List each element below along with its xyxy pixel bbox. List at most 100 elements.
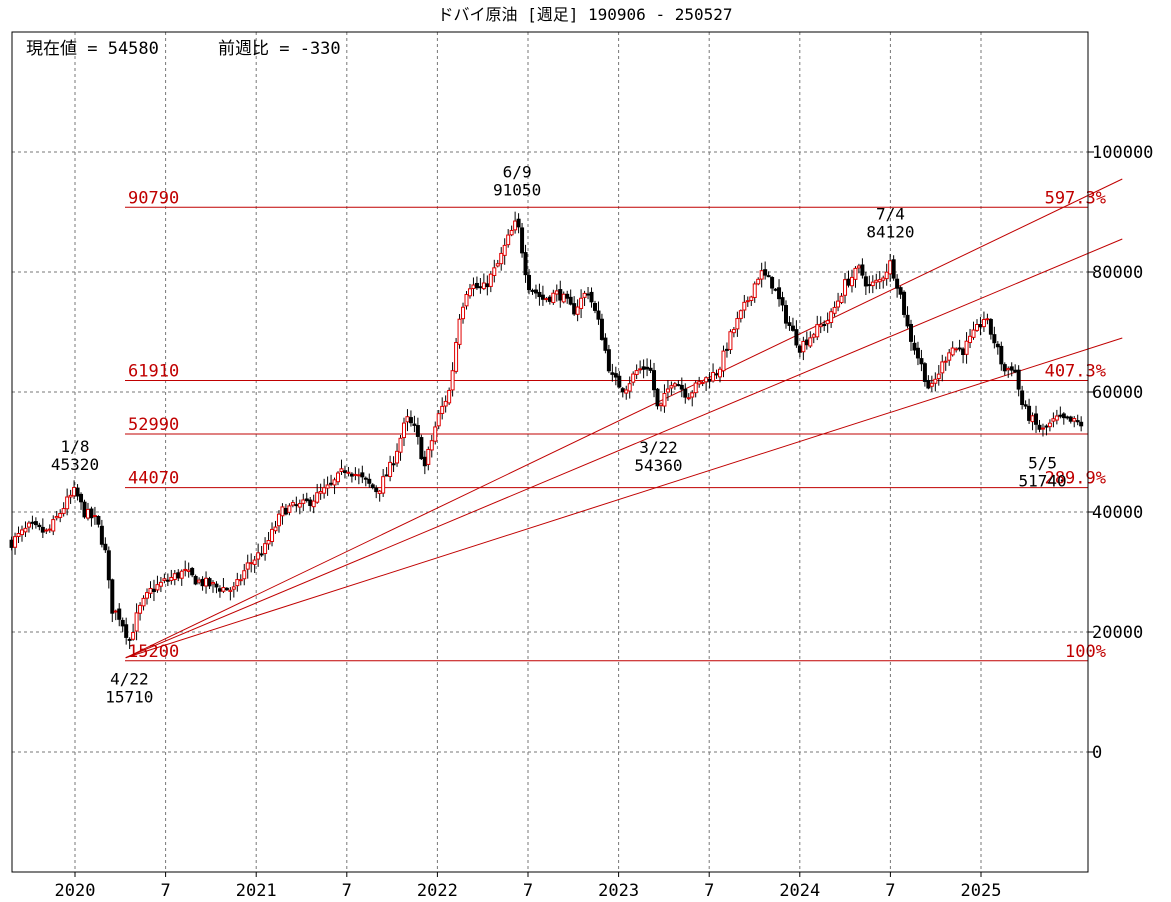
candle-body <box>936 373 941 380</box>
candle-body <box>197 579 202 583</box>
candle-body <box>603 337 608 351</box>
candle-body <box>964 340 969 355</box>
candle-body <box>1058 414 1063 417</box>
candle-body <box>624 389 629 394</box>
candle-body <box>412 423 417 426</box>
candle-body <box>1023 404 1028 407</box>
candle-body <box>360 472 365 478</box>
candle-body <box>138 604 143 614</box>
candle-body <box>51 519 56 532</box>
level-percent: 597.3% <box>1045 188 1106 208</box>
candle-body <box>599 318 604 340</box>
candle-body <box>995 343 1000 348</box>
candle-body <box>183 568 188 571</box>
level-label: 52990 <box>128 415 179 435</box>
candle-body <box>592 303 597 311</box>
candle-body <box>606 349 611 372</box>
candle-body <box>565 293 570 299</box>
candle-body <box>127 638 132 641</box>
candle-body <box>933 378 938 384</box>
candle-body <box>356 474 361 477</box>
candle-body <box>447 389 452 404</box>
candle-body <box>1047 422 1052 428</box>
candle-body <box>134 612 139 632</box>
candle-body <box>863 276 868 287</box>
candle-body <box>1061 413 1066 419</box>
candle-body <box>533 289 538 294</box>
candle-body <box>579 297 584 309</box>
candle-body <box>433 426 438 442</box>
candle-body <box>1037 424 1042 430</box>
candle-body <box>249 562 254 565</box>
level-label: 15200 <box>128 642 179 662</box>
candle-body <box>325 484 330 489</box>
annotation-date: 4/22 <box>110 670 149 689</box>
candle-body <box>575 306 580 315</box>
level-percent: 407.3% <box>1045 362 1106 382</box>
candle-body <box>422 456 427 467</box>
candle-body <box>683 388 688 398</box>
y-axis-ticks: 100000 80000 60000 40000 20000 0 <box>1088 143 1153 763</box>
candle-body <box>787 322 792 326</box>
candle-body <box>495 263 500 267</box>
candle-body <box>697 381 702 385</box>
candle-body <box>756 278 761 285</box>
candle-body <box>832 306 837 314</box>
candle-body <box>808 337 813 347</box>
candle-body <box>96 515 101 525</box>
candle-body <box>75 487 80 497</box>
candle-body <box>270 528 275 542</box>
candle-body <box>329 482 334 485</box>
candle-body <box>509 229 514 236</box>
candle-body <box>61 508 66 514</box>
candle-body <box>700 382 705 385</box>
candle-body <box>235 579 240 587</box>
candle-body <box>783 305 788 324</box>
candle-body <box>954 348 959 351</box>
candle-body <box>1034 413 1039 425</box>
candle-body <box>266 540 271 545</box>
candle-body <box>16 532 21 537</box>
candle-body <box>259 553 264 556</box>
candle-body <box>1075 420 1080 423</box>
candle-body <box>165 579 170 582</box>
candle-body <box>283 507 288 515</box>
plot-frame <box>11 31 1089 873</box>
candle-body <box>395 450 400 464</box>
candle-body <box>1027 405 1032 421</box>
candle-body <box>985 318 990 321</box>
candle-body <box>853 267 858 280</box>
grid-lines <box>12 32 1088 872</box>
current-value-label: 現在値 = 54580 <box>26 39 159 59</box>
candle-body <box>242 570 247 580</box>
annotation-value: 84120 <box>866 222 914 241</box>
candle-body <box>905 314 910 327</box>
candle-body <box>627 383 632 392</box>
candle-body <box>381 476 386 494</box>
candle-body <box>37 524 42 528</box>
candle-body <box>870 281 875 287</box>
candle-body <box>1040 427 1045 430</box>
candle-body <box>909 323 914 342</box>
candle-body <box>672 383 677 387</box>
candle-body <box>652 370 657 391</box>
candle-body <box>1044 425 1049 428</box>
candle-body <box>915 347 920 359</box>
candle-body <box>287 505 292 513</box>
candle-body <box>176 572 181 579</box>
candle-body <box>353 473 358 476</box>
candle-body <box>99 525 104 545</box>
x-tick-label: 2024 <box>779 881 820 901</box>
candle-body <box>943 360 948 363</box>
candle-body <box>610 372 615 375</box>
level-percent: 100% <box>1065 642 1106 662</box>
x-tick-label: 2021 <box>236 881 277 901</box>
candle-body <box>631 373 636 383</box>
chart-title: ドバイ原油 [週足] 190906 - 250527 <box>437 5 732 24</box>
y-tick-label: 80000 <box>1092 263 1143 283</box>
candle-body <box>895 278 900 289</box>
candle-body <box>971 329 976 338</box>
candle-body <box>256 552 261 560</box>
candle-body <box>780 297 785 306</box>
candle-body <box>797 345 802 353</box>
